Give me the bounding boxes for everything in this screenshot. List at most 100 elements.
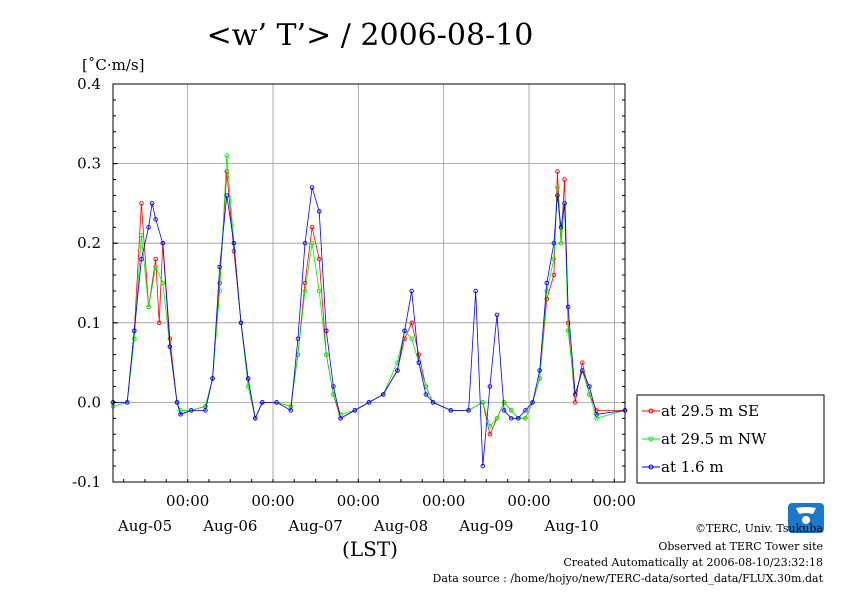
data-point — [295, 336, 301, 341]
data-point — [139, 232, 144, 238]
y-tick-label: 0.1 — [77, 314, 101, 332]
credit-source: Data source : /home/hojyo/new/TERC-data/… — [433, 572, 824, 585]
data-point — [302, 240, 308, 246]
x-tick-time: 00:00 — [422, 492, 465, 510]
data-point — [501, 400, 507, 405]
legend-swatch-marker — [648, 436, 654, 442]
data-point — [480, 463, 486, 469]
data-point — [562, 177, 567, 182]
data-point — [188, 408, 194, 413]
data-point — [149, 201, 155, 206]
x-tick-date: Aug-07 — [288, 517, 343, 535]
data-point — [551, 240, 557, 246]
data-point — [572, 400, 578, 405]
data-point — [324, 328, 329, 334]
logo-wave — [796, 507, 816, 514]
data-point — [516, 416, 521, 421]
data-point — [352, 408, 358, 413]
data-point — [316, 256, 322, 262]
data-point — [580, 360, 585, 365]
data-point — [309, 240, 315, 246]
data-point — [494, 416, 500, 421]
data-point — [508, 408, 514, 413]
data-point — [260, 400, 265, 405]
data-point — [416, 352, 422, 357]
data-point — [167, 336, 173, 341]
x-tick-date: Aug-05 — [117, 517, 172, 535]
legend-label: at 29.5 m SE — [661, 402, 759, 420]
data-point — [558, 240, 564, 246]
data-point — [551, 256, 557, 262]
data-point — [487, 431, 493, 437]
data-point — [487, 384, 493, 389]
data-point — [366, 400, 372, 405]
credit-created: Created Automatically at 2006-08-10/23:3… — [563, 556, 823, 569]
data-point — [231, 240, 237, 246]
data-point — [132, 328, 137, 334]
data-point — [480, 400, 486, 405]
data-point — [167, 344, 173, 349]
data-point — [487, 424, 493, 429]
data-point — [423, 392, 429, 397]
data-point — [416, 360, 422, 365]
data-point — [238, 320, 244, 326]
legend-box — [636, 394, 825, 484]
data-point — [544, 288, 550, 294]
data-point — [430, 400, 436, 405]
logo-drop — [802, 516, 810, 524]
credit-observed: Observed at TERC Tower site — [658, 540, 823, 553]
series-line — [113, 187, 626, 467]
data-point — [252, 416, 258, 421]
y-tick-label: 0.2 — [77, 234, 101, 252]
data-point — [409, 288, 414, 294]
terc-logo — [788, 503, 824, 533]
data-point — [224, 153, 230, 158]
legend-label: at 1.6 m — [661, 458, 724, 476]
data-point — [210, 376, 215, 381]
data-point — [324, 352, 329, 357]
data-point — [153, 264, 158, 270]
data-point — [153, 217, 158, 222]
data-point — [231, 248, 237, 254]
x-axis-label: (LST) — [342, 537, 398, 561]
x-ticks: 00:00 Aug-05 00:00 Aug-06 00:00 Aug-07 00:00 Au… — [117, 479, 636, 535]
data-point — [160, 240, 166, 246]
data-point — [288, 408, 294, 413]
data-point — [139, 256, 144, 262]
legend-swatch-marker — [648, 464, 654, 470]
data-point — [555, 185, 560, 190]
x-tick-time: 00:00 — [251, 492, 294, 510]
data-point — [409, 320, 414, 326]
data-point — [331, 384, 336, 389]
data-point — [551, 272, 557, 278]
data-point — [572, 392, 578, 397]
data-point — [146, 304, 151, 310]
chart-title: <w’ T’> / 2006-08-10 — [207, 18, 534, 53]
data-point — [156, 320, 162, 326]
data-point — [537, 368, 542, 373]
legend-swatch-marker — [648, 408, 654, 414]
data-point — [302, 288, 308, 294]
series-group — [110, 153, 628, 469]
data-point — [178, 412, 183, 417]
y-tick-label: 0.0 — [77, 393, 101, 411]
x-tick-time: 00:00 — [593, 492, 636, 510]
data-point — [309, 225, 315, 230]
data-point — [316, 209, 322, 214]
x-tick-time: 00:00 — [166, 492, 209, 510]
data-point — [558, 225, 564, 230]
series-0 — [110, 169, 628, 437]
series-2 — [110, 185, 628, 469]
data-point — [380, 392, 386, 397]
data-point — [124, 400, 130, 405]
data-point — [409, 336, 414, 341]
credit-copyright: ©TERC, Univ. Tsukuba — [695, 522, 823, 535]
y-ticks: -0.1 0.0 0.1 0.2 0.3 0.4 — [72, 75, 625, 491]
x-tick-time: 00:00 — [507, 492, 550, 510]
y-axis-unit: [˚C·m/s] — [82, 56, 144, 74]
plot-frame — [112, 83, 626, 483]
data-point — [302, 280, 308, 286]
x-tick-date: Aug-09 — [458, 517, 513, 535]
data-point — [555, 193, 560, 198]
